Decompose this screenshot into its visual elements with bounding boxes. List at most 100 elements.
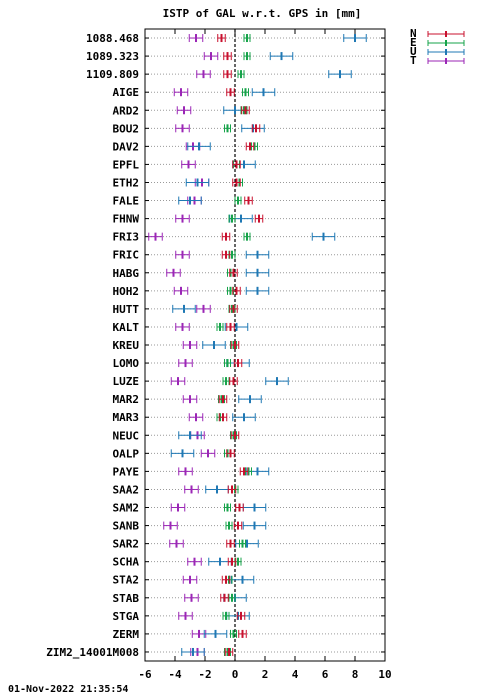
errorbar-t [176, 106, 192, 115]
errorbar-u [203, 629, 228, 638]
y-tick-label: HUTT [113, 303, 140, 316]
y-tick-label: DAV2 [113, 140, 140, 153]
errorbar-t [175, 214, 190, 223]
errorbar-t [196, 304, 211, 313]
y-tick-label: SCHA [113, 556, 140, 569]
y-tick-label: FALE [113, 195, 140, 208]
y-tick-label: 1089.323 [86, 50, 139, 63]
y-tick-label: STAB [113, 592, 140, 605]
errorbar-e [222, 611, 230, 620]
y-tick-label: ETH2 [113, 176, 140, 189]
y-tick-label: LUZE [113, 375, 140, 388]
errorbar-t [175, 250, 190, 259]
errorbar-n [218, 395, 228, 404]
errorbar-t [182, 575, 198, 584]
errorbar-t [178, 359, 193, 368]
errorbar-u [205, 485, 229, 494]
errorbar-n [226, 539, 235, 548]
x-tick-label: -2 [198, 668, 211, 681]
x-tick-label: -4 [168, 668, 182, 681]
errorbar-n [254, 214, 264, 223]
y-tick-label: ZIM2_14001M008 [46, 646, 139, 659]
errorbar-u [178, 196, 202, 205]
y-tick-label: FHNW [113, 213, 140, 226]
errorbar-n [244, 196, 253, 205]
errorbar-t [169, 539, 184, 548]
errorbar-u [232, 413, 256, 422]
chart-title: ISTP of GAL w.r.t. GPS in [mm] [163, 7, 362, 20]
errorbar-t [173, 286, 189, 295]
y-tick-label: HOH2 [113, 285, 140, 298]
errorbar-e [224, 124, 231, 133]
y-tick-label: MAR2 [113, 393, 140, 406]
errorbar-n [220, 593, 229, 602]
errorbar-e [228, 214, 236, 223]
y-tick-label: OALP [113, 447, 140, 460]
y-tick-label: 1109.809 [86, 68, 139, 81]
errorbar-e [224, 359, 231, 368]
y-tick-label: STGA [113, 610, 140, 623]
y-tick-label: KALT [113, 321, 140, 334]
errorbar-e [222, 377, 230, 386]
errorbar-t [175, 322, 190, 331]
errorbar-t [191, 629, 207, 638]
errorbar-n [235, 503, 244, 512]
errorbar-u [265, 377, 289, 386]
errorbar-u [242, 521, 267, 530]
errorbar-e [230, 629, 237, 638]
errorbar-u [202, 341, 226, 349]
errorbar-t [184, 485, 199, 494]
errorbar-n [230, 431, 240, 440]
y-tick-label: NEUC [113, 429, 140, 442]
errorbar-e [225, 521, 233, 530]
errorbar-e [216, 322, 224, 331]
errorbar-u [172, 304, 196, 313]
errorbar-t [188, 413, 204, 422]
errorbar-n [251, 124, 261, 133]
errorbar-e [243, 34, 251, 43]
errorbar-n [232, 160, 241, 169]
errorbar-t [173, 88, 189, 97]
errorbar-n [241, 106, 250, 115]
y-tick-label: SAM2 [113, 502, 140, 515]
y-tick-label: ARD2 [113, 104, 140, 117]
errorbar-n [221, 575, 231, 584]
y-tick-label: EPFL [113, 158, 140, 171]
y-tick-label: STA2 [113, 574, 140, 587]
x-tick-label: 2 [262, 668, 269, 681]
legend-label: T [410, 54, 417, 67]
marks-layer [148, 34, 367, 656]
errorbar-t [188, 34, 204, 43]
errorbar-t [170, 377, 186, 386]
errorbar-n [223, 70, 232, 79]
x-tick-label: 8 [352, 668, 359, 681]
errorbar-u [178, 431, 202, 440]
y-tick-label: SAR2 [113, 538, 140, 551]
legend-label: N [410, 27, 417, 40]
y-tick-label: MAR3 [113, 411, 140, 424]
errorbar-t [203, 52, 219, 61]
errorbar-u [242, 503, 267, 512]
errorbar-e [237, 70, 245, 79]
x-tick-label: 4 [292, 668, 299, 681]
y-tick-label: KREU [113, 339, 140, 352]
errorbar-n [229, 377, 238, 386]
errorbar-e [228, 250, 236, 259]
errorbar-n [223, 52, 232, 61]
errorbar-t [200, 449, 216, 458]
errorbar-n [226, 88, 235, 97]
footer-timestamp: 01-Nov-2022 21:35:54 [8, 684, 128, 695]
errorbar-t [175, 124, 190, 133]
errorbar-u [311, 232, 336, 241]
errorbar-n [218, 413, 228, 422]
errorbar-u [251, 88, 276, 97]
errorbar-n [227, 485, 237, 494]
y-tick-label: SAA2 [113, 483, 140, 496]
y-tick-label: BOU2 [113, 122, 140, 135]
y-tick-label: FRIC [113, 249, 140, 262]
y-tick-label: ZERM [113, 628, 140, 641]
errorbar-n [245, 142, 255, 151]
errorbar-t [178, 611, 193, 620]
y-tick-label: 1088.468 [86, 32, 139, 45]
